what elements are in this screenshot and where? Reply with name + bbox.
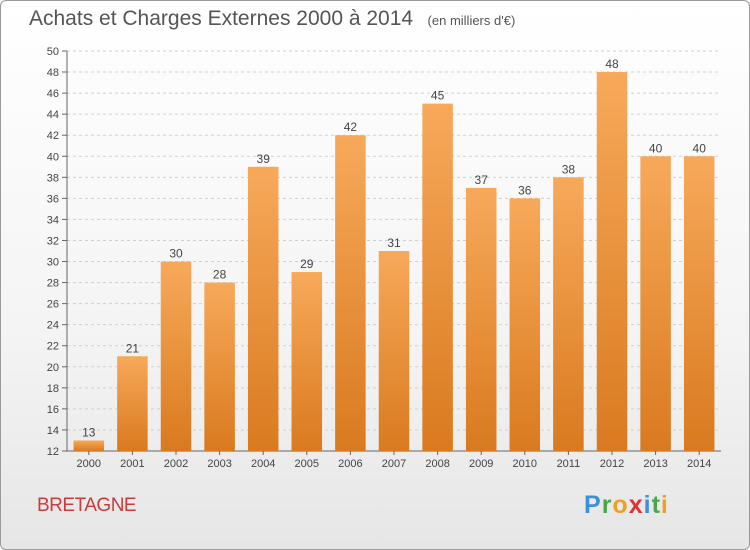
y-tick-label: 20 xyxy=(47,362,59,374)
value-label: 40 xyxy=(693,141,707,155)
value-label: 38 xyxy=(562,162,576,176)
value-label: 45 xyxy=(431,89,445,103)
y-tick-label: 32 xyxy=(47,235,59,247)
y-tick-label: 42 xyxy=(47,130,59,142)
value-label: 42 xyxy=(344,120,358,134)
y-tick-label: 14 xyxy=(47,425,59,437)
chart-subtitle: (en milliers d'€) xyxy=(427,13,516,28)
bar xyxy=(160,261,192,451)
x-tick-label: 2007 xyxy=(382,458,406,470)
x-tick-label: 2008 xyxy=(425,458,449,470)
x-tick-label: 2003 xyxy=(207,458,231,470)
bar xyxy=(683,156,715,451)
y-tick-label: 16 xyxy=(47,404,59,416)
title-block: Achats et Charges Externes 2000 à 2014 (… xyxy=(29,7,515,31)
y-tick-label: 36 xyxy=(47,193,59,205)
x-tick-label: 2012 xyxy=(600,458,624,470)
logo-letter: i xyxy=(643,491,652,519)
x-tick-label: 2013 xyxy=(643,458,667,470)
y-tick-label: 24 xyxy=(47,320,59,332)
y-tick-label: 26 xyxy=(47,299,59,311)
y-tick-label: 44 xyxy=(47,109,59,121)
y-tick-label: 40 xyxy=(47,151,59,163)
value-label: 37 xyxy=(475,173,489,187)
bar xyxy=(640,156,671,451)
chart-title: Achats et Charges Externes 2000 à 2014 xyxy=(29,7,414,30)
x-tick-label: 2011 xyxy=(557,458,581,470)
value-label: 21 xyxy=(126,341,140,355)
x-tick-label: 2005 xyxy=(295,458,319,470)
bar xyxy=(117,356,148,451)
value-label: 36 xyxy=(518,183,532,197)
logo-letter: x xyxy=(628,491,644,519)
logo-letter: P xyxy=(584,491,602,519)
y-tick-label: 50 xyxy=(47,46,59,58)
bar xyxy=(553,177,584,451)
y-tick-label: 48 xyxy=(47,67,59,79)
proxiti-logo: Proxiti xyxy=(584,491,669,520)
bar xyxy=(73,440,105,451)
value-label: 28 xyxy=(213,268,227,282)
value-label: 31 xyxy=(387,236,401,250)
x-tick-label: 2000 xyxy=(77,458,101,470)
y-tick-label: 34 xyxy=(47,214,59,226)
x-tick-label: 2014 xyxy=(687,458,711,470)
y-tick-label: 22 xyxy=(47,341,59,353)
value-label: 13 xyxy=(82,425,96,439)
x-tick-label: 2006 xyxy=(338,458,362,470)
value-label: 48 xyxy=(605,57,619,71)
bar xyxy=(422,103,453,451)
logo-letter: r xyxy=(601,491,613,519)
bar xyxy=(335,135,366,452)
bar xyxy=(378,251,410,451)
x-tick-label: 2002 xyxy=(164,458,188,470)
x-tick-labels: 2000 2001 2002 2003 2004 2005 2006 2007 2008 2009… xyxy=(77,451,711,470)
value-labels: 13 21 30 28 39 29 42 31 45 37 36 38 48 40 40 xyxy=(82,57,706,439)
bar xyxy=(509,198,541,451)
logo-letter: o xyxy=(612,491,629,519)
bar xyxy=(247,166,279,451)
bar xyxy=(596,72,628,451)
bar xyxy=(204,282,235,451)
y-tick-label: 28 xyxy=(47,278,59,290)
y-tick-label: 18 xyxy=(47,383,59,395)
x-tick-label: 2009 xyxy=(469,458,493,470)
bar xyxy=(291,272,323,451)
x-tick-label: 2010 xyxy=(513,458,537,470)
value-label: 39 xyxy=(257,152,271,166)
value-label: 30 xyxy=(169,247,183,261)
y-tick-label: 46 xyxy=(47,88,59,100)
bars xyxy=(73,72,715,452)
logo-letter: i xyxy=(660,491,669,519)
region-label: BRETAGNE xyxy=(37,495,137,516)
x-tick-label: 2001 xyxy=(120,458,144,470)
y-tick-labels: 12 14 16 18 20 22 24 26 28 30 32 34 36 38 40 42 44 46 48 50 xyxy=(47,46,59,458)
logo-letter: t xyxy=(651,491,661,519)
bar xyxy=(465,187,497,451)
y-tick-label: 30 xyxy=(47,257,59,269)
x-tick-label: 2004 xyxy=(251,458,275,470)
y-tick-label: 38 xyxy=(47,172,59,184)
value-label: 29 xyxy=(300,257,314,271)
value-label: 40 xyxy=(649,141,663,155)
y-tick-label: 12 xyxy=(47,446,59,458)
